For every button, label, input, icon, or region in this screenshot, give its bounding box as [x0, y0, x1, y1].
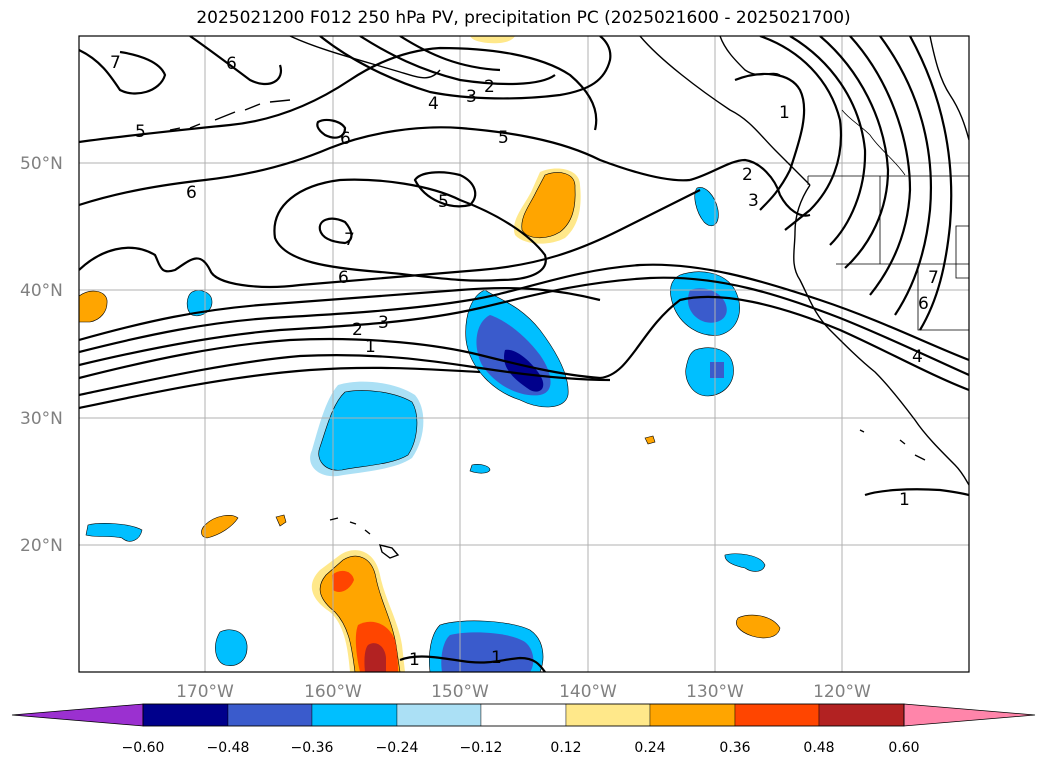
precip-blob-positive: [201, 515, 239, 539]
colorbar: −0.60 −0.48 −0.36 −0.24 −0.12 0.12 0.24 …: [11, 703, 1036, 756]
colorbar-segment: [734, 703, 820, 727]
contour-label: 5: [498, 128, 509, 148]
precip-blob-negative: [724, 553, 766, 572]
contour-label: 7: [928, 268, 939, 288]
colorbar-outline: [142, 703, 905, 727]
colorbar-segment: [227, 703, 313, 727]
contour-label: 7: [344, 230, 355, 250]
lon-label: 130°W: [686, 682, 744, 702]
colorbar-tick-label: −0.24: [376, 740, 419, 756]
lon-label: 170°W: [176, 682, 234, 702]
contour-label: 2: [742, 165, 753, 185]
colorbar-tick-label: −0.60: [122, 740, 165, 756]
contour-label: 7: [110, 53, 121, 73]
precip-blob-negative: [215, 629, 248, 666]
figure-title: 2025021200 F012 250 hPa PV, precipitatio…: [196, 8, 851, 28]
contour-label: 1: [491, 648, 502, 668]
contour-label: 3: [748, 191, 759, 211]
pv-contours: [79, 36, 969, 672]
precip-blob-negative: [469, 464, 491, 474]
lon-label: 160°W: [304, 682, 362, 702]
colorbar-segment: [480, 703, 567, 727]
colorbar-segment: [142, 703, 229, 727]
precip-blob-negative-core: [710, 362, 724, 378]
contour-label: 1: [365, 337, 376, 357]
contour-label: 4: [428, 94, 439, 114]
colorbar-segment: [649, 703, 736, 727]
colorbar-tick-label: −0.12: [460, 740, 503, 756]
longitude-labels: 170°W 160°W 150°W 140°W 130°W 120°W: [176, 682, 871, 702]
precip-blob-positive: [736, 614, 781, 639]
colorbar-extend-left: [11, 703, 144, 727]
contour-label: 2: [352, 320, 363, 340]
precip-blob-positive: [644, 435, 656, 445]
contour-label: 1: [409, 650, 420, 670]
colorbar-segment: [565, 703, 651, 727]
precip-blob-negative-core: [318, 390, 418, 471]
contour-label: 4: [912, 347, 923, 367]
political-borders: [807, 109, 969, 331]
colorbar-tick-label: 0.48: [803, 740, 834, 756]
lon-label: 150°W: [431, 682, 489, 702]
precip-blob-positive: [470, 36, 515, 44]
contour-label: 6: [186, 183, 197, 203]
contour-label: 6: [226, 54, 237, 74]
contour-label: 5: [438, 192, 449, 212]
precip-blob-negative: [85, 523, 143, 542]
contour-label: 2: [484, 77, 495, 97]
contour-label: 3: [466, 87, 477, 107]
precip-blob-positive-max: [364, 643, 386, 672]
contour-label-layer: 7 6 5 6 6 5 7 6 2 3 4 5 3 2 1 1 2 3 7 6 …: [110, 53, 939, 670]
precip-blob-positive-core: [521, 172, 576, 239]
contour-label: 6: [340, 129, 351, 149]
precip-blob-positive: [275, 514, 287, 527]
colorbar-tick-label: 0.24: [634, 740, 665, 756]
contour-label: 1: [779, 103, 790, 123]
lon-label: 120°W: [813, 682, 871, 702]
latitude-labels: 50°N 40°N 30°N 20°N: [20, 154, 63, 556]
lon-label: 140°W: [559, 682, 617, 702]
lat-label: 30°N: [20, 409, 63, 429]
lat-label: 50°N: [20, 154, 63, 174]
contour-label: 1: [899, 490, 910, 510]
contour-label: 5: [135, 122, 146, 142]
colorbar-tick-label: −0.36: [291, 740, 334, 756]
colorbar-tick-label: 0.36: [719, 740, 750, 756]
map-frame: [78, 35, 970, 673]
contour-label: 6: [918, 294, 929, 314]
precip-blob-positive-strong: [332, 570, 354, 592]
graticule: [79, 36, 969, 672]
colorbar-segment: [396, 703, 482, 727]
colorbar-tick-label: 0.60: [888, 740, 919, 756]
colorbar-tick-label: 0.12: [550, 740, 581, 756]
precip-blob-negative: [685, 347, 734, 397]
colorbar-tick-label: −0.48: [207, 740, 250, 756]
colorbar-segment: [818, 703, 905, 727]
lat-label: 40°N: [20, 281, 63, 301]
precip-blob-positive: [79, 290, 108, 323]
contour-label: 6: [338, 268, 349, 288]
colorbar-segment: [311, 703, 398, 727]
contour-label: 3: [378, 313, 389, 333]
lat-label: 20°N: [20, 536, 63, 556]
colorbar-extend-right: [903, 703, 1036, 727]
precip-blob-negative-max: [504, 349, 544, 392]
coastlines: [169, 36, 969, 559]
